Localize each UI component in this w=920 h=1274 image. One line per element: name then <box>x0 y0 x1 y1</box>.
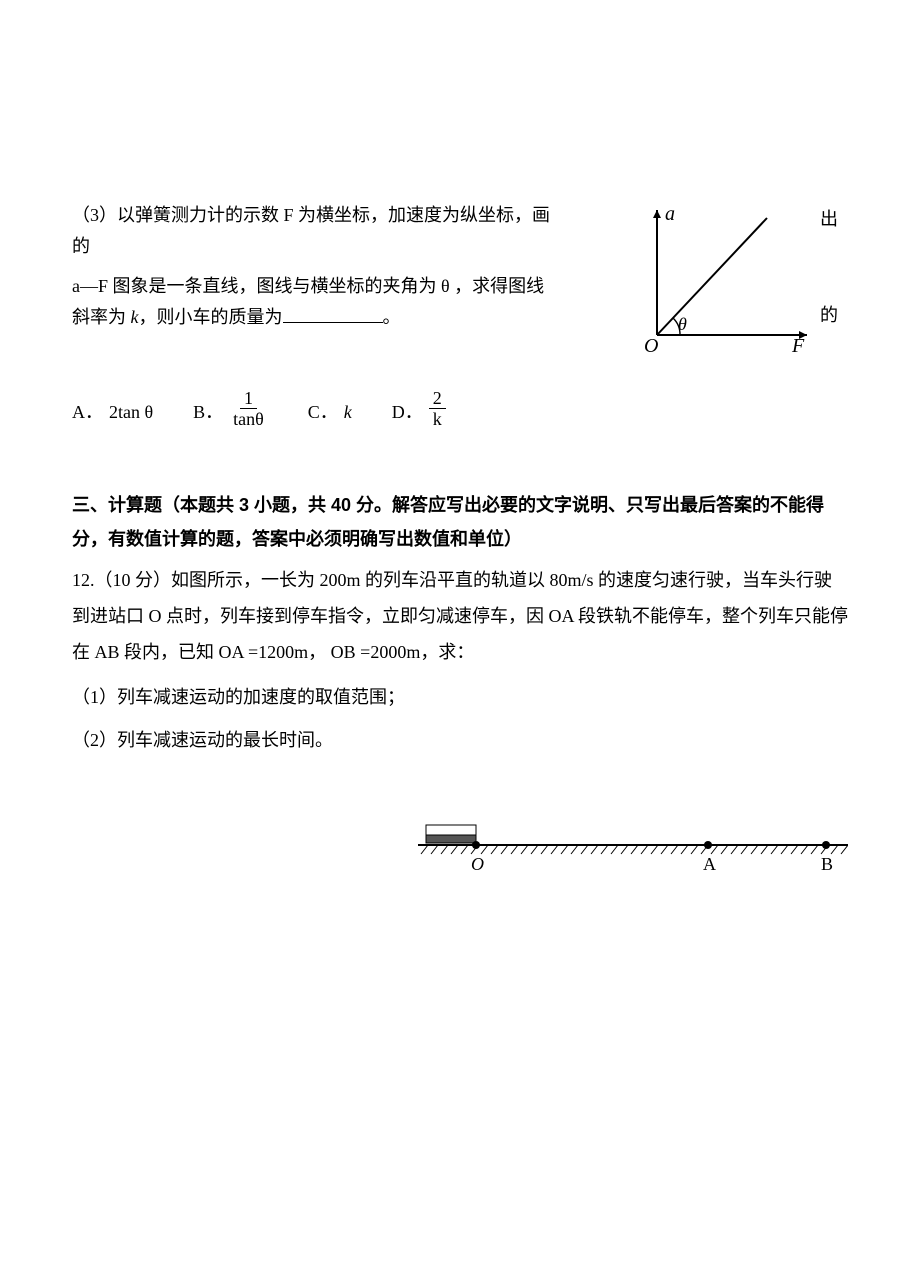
opt-C-text: k <box>344 397 352 428</box>
question-12-stem: 12.（10 分）如图所示，一长为 200m 的列车沿平直的轨道以 80m/s … <box>72 562 848 670</box>
q3-r3: 的 <box>820 306 848 354</box>
question-12-sub2: （2）列车减速运动的最长时间。 <box>72 725 848 756</box>
q3-line4: 斜率为 k，则小车的质量为 。 <box>72 302 624 333</box>
point-B-label: B <box>821 854 833 874</box>
option-C: C． k <box>308 397 352 428</box>
question-3-block: （3）以弹簧测力计的示数 F 为横坐标，加速度为纵坐标，画 的 a—F 图象是一… <box>72 200 848 365</box>
opt-B-num: 1 <box>240 389 257 409</box>
train-diagram-svg: O A B <box>418 815 848 875</box>
train-diagram-wrap: O A B <box>72 815 848 885</box>
opt-C-label: C． <box>308 397 338 428</box>
q3-line3: a—F 图象是一条直线，图线与横坐标的夹角为 θ ，求得图线 <box>72 271 624 302</box>
q3-line1-text: （3）以弹簧测力计的示数 F 为横坐标，加速度为纵坐标，画 <box>72 205 550 225</box>
option-A: A． 2tan θ <box>72 397 153 428</box>
origin-label: O <box>644 335 658 355</box>
q3-line1: （3）以弹簧测力计的示数 F 为横坐标，加速度为纵坐标，画 <box>72 200 624 231</box>
opt-D-label: D． <box>392 397 423 428</box>
opt-D-num: 2 <box>429 389 446 409</box>
opt-D-frac: 2 k <box>429 389 446 428</box>
y-axis-label: a <box>665 203 675 225</box>
a-f-graph: a θ O F <box>632 200 812 365</box>
opt-B-den: tanθ <box>229 409 268 428</box>
q3-right-col: 出 的 <box>820 200 848 354</box>
x-axis-label: F <box>791 335 805 355</box>
opt-A-text: 2tan θ <box>109 397 153 428</box>
blank-underline <box>283 304 383 323</box>
option-B: B． 1 tanθ <box>193 389 268 428</box>
q3-line3-text: a—F 图象是一条直线，图线与横坐标的夹角为 θ ，求得图线 <box>72 276 544 296</box>
point-O-label: O <box>471 854 484 874</box>
opt-D-den: k <box>429 409 446 428</box>
q3-line4b: ，则小车的质量为 <box>139 307 283 327</box>
option-D: D． 2 k <box>392 389 446 428</box>
q3-line2: 的 <box>72 231 624 262</box>
graph-svg: a θ O F <box>632 200 812 355</box>
question-12-sub1: （1）列车减速运动的加速度的取值范围； <box>72 682 848 713</box>
q3-line4c: 。 <box>383 307 401 327</box>
opt-A-label: A． <box>72 397 103 428</box>
q3-k: k <box>131 307 139 327</box>
q3-line4a: 斜率为 <box>72 307 131 327</box>
q3-line2-text: 的 <box>72 236 90 256</box>
opt-B-label: B． <box>193 397 223 428</box>
q3-r1: 出 <box>820 210 848 258</box>
point-A-label: A <box>703 854 716 874</box>
section-3-heading: 三、计算题（本题共 3 小题，共 40 分。解答应写出必要的文字说明、只写出最后… <box>72 488 848 556</box>
question-3-text: （3）以弹簧测力计的示数 F 为横坐标，加速度为纵坐标，画 的 a—F 图象是一… <box>72 200 624 332</box>
angle-label: θ <box>678 314 687 334</box>
opt-B-frac: 1 tanθ <box>229 389 268 428</box>
options-row: A． 2tan θ B． 1 tanθ C． k D． 2 k <box>72 389 848 428</box>
